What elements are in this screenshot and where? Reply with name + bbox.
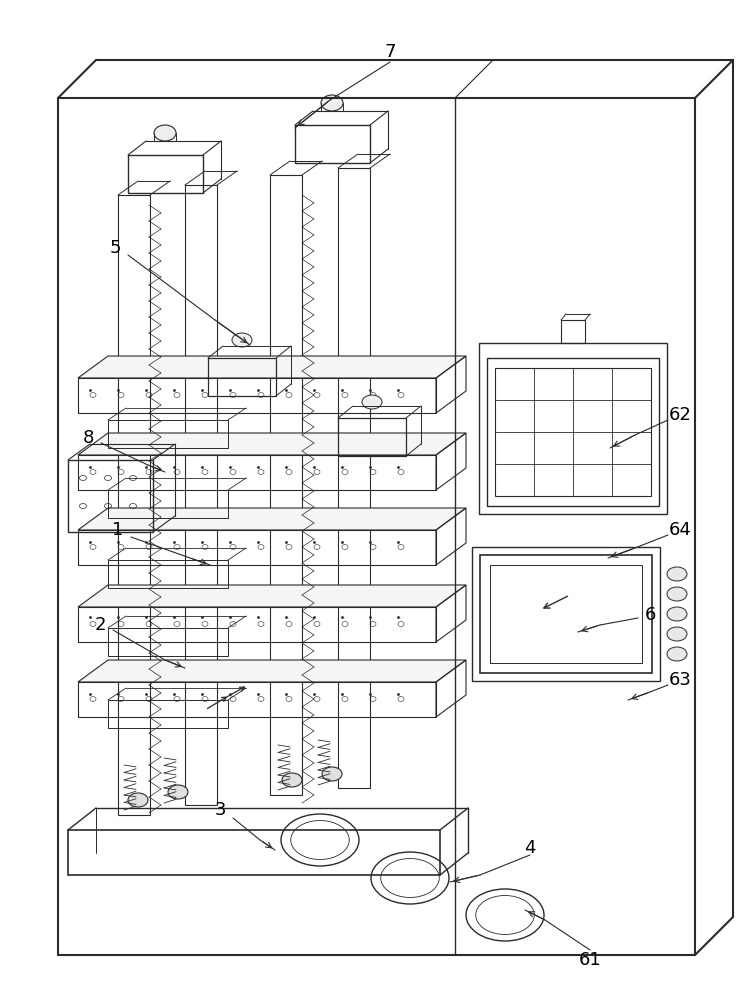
Ellipse shape	[667, 587, 687, 601]
Ellipse shape	[362, 395, 382, 409]
Text: 7: 7	[384, 43, 396, 61]
Text: 5: 5	[109, 239, 121, 257]
Text: 6: 6	[644, 606, 656, 624]
Polygon shape	[78, 508, 466, 530]
Ellipse shape	[667, 607, 687, 621]
Ellipse shape	[282, 773, 302, 787]
Text: 2: 2	[94, 616, 106, 634]
Text: 63: 63	[669, 671, 691, 689]
Ellipse shape	[667, 627, 687, 641]
Text: 61: 61	[578, 951, 602, 969]
Ellipse shape	[322, 767, 342, 781]
Text: 3: 3	[214, 801, 226, 819]
Ellipse shape	[667, 647, 687, 661]
Polygon shape	[78, 356, 466, 378]
Ellipse shape	[232, 333, 252, 347]
Ellipse shape	[321, 95, 343, 111]
Polygon shape	[78, 433, 466, 455]
Ellipse shape	[154, 125, 176, 141]
Ellipse shape	[128, 793, 148, 807]
Polygon shape	[78, 585, 466, 607]
Ellipse shape	[168, 785, 188, 799]
Text: 64: 64	[669, 521, 691, 539]
Text: 62: 62	[669, 406, 691, 424]
Text: 8: 8	[82, 429, 94, 447]
Ellipse shape	[667, 567, 687, 581]
Text: 1: 1	[112, 521, 123, 539]
Text: 4: 4	[524, 839, 535, 857]
Polygon shape	[78, 660, 466, 682]
